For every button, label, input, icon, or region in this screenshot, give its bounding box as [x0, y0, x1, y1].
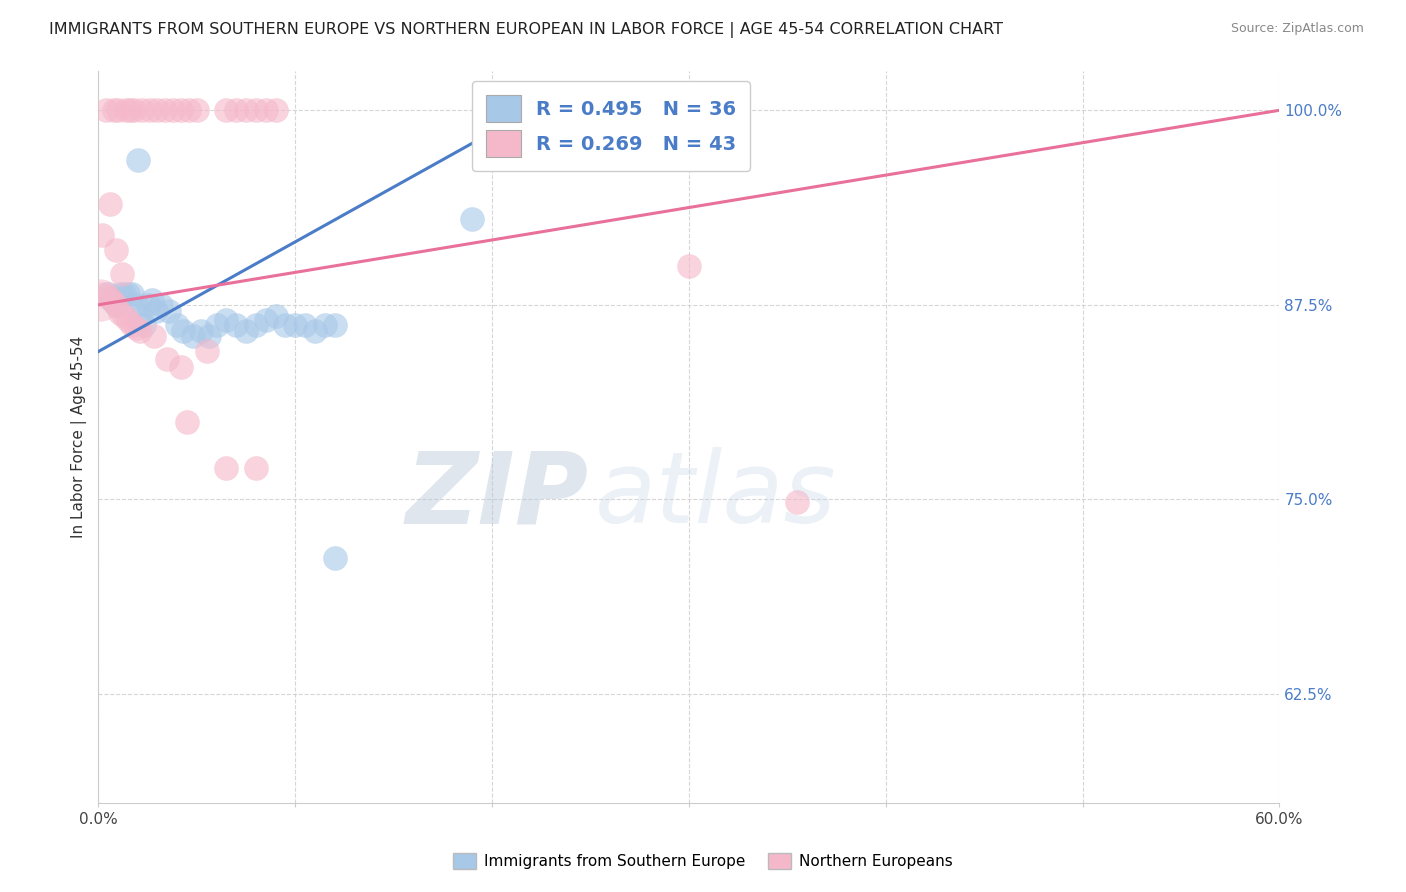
- Point: [141, 293, 163, 307]
- Point: [91, 227, 114, 242]
- Point: [121, 318, 143, 332]
- Point: [145, 304, 167, 318]
- Point: [112, 309, 135, 323]
- Point: [146, 103, 169, 118]
- Point: [117, 286, 139, 301]
- Point: [108, 286, 131, 301]
- Point: [170, 103, 193, 118]
- Point: [96, 103, 118, 118]
- Point: [128, 309, 150, 323]
- Legend: Immigrants from Southern Europe, Northern Europeans: Immigrants from Southern Europe, Norther…: [447, 847, 959, 875]
- Point: [150, 298, 173, 312]
- Point: [274, 318, 297, 332]
- Point: [323, 551, 346, 566]
- Point: [142, 329, 165, 343]
- Point: [190, 324, 212, 338]
- Point: [111, 267, 134, 281]
- Point: [186, 103, 208, 118]
- Point: [112, 286, 135, 301]
- Point: [117, 313, 139, 327]
- Point: [264, 103, 287, 118]
- Point: [225, 103, 247, 118]
- Point: [118, 103, 141, 118]
- Point: [245, 461, 267, 475]
- Point: [235, 103, 257, 118]
- Point: [215, 103, 238, 118]
- Point: [157, 304, 180, 318]
- Point: [103, 103, 125, 118]
- Point: [97, 286, 120, 301]
- Point: [177, 103, 200, 118]
- Point: [122, 103, 145, 118]
- Point: [115, 103, 138, 118]
- Point: [264, 309, 287, 323]
- Point: [131, 103, 153, 118]
- Point: [97, 290, 120, 304]
- Point: [156, 352, 179, 367]
- Point: [162, 103, 184, 118]
- Point: [138, 103, 160, 118]
- Point: [125, 321, 148, 335]
- Point: [254, 103, 277, 118]
- Text: Source: ZipAtlas.com: Source: ZipAtlas.com: [1230, 22, 1364, 36]
- Point: [254, 313, 277, 327]
- Point: [89, 293, 111, 307]
- Y-axis label: In Labor Force | Age 45-54: In Labor Force | Age 45-54: [72, 336, 87, 538]
- Legend: R = 0.495   N = 36, R = 0.269   N = 43: R = 0.495 N = 36, R = 0.269 N = 43: [472, 81, 749, 171]
- Point: [107, 103, 129, 118]
- Point: [93, 286, 115, 301]
- Point: [284, 318, 307, 332]
- Point: [461, 212, 484, 227]
- Point: [121, 286, 143, 301]
- Point: [678, 259, 700, 273]
- Point: [166, 318, 188, 332]
- Point: [101, 293, 124, 307]
- Point: [314, 318, 336, 332]
- Point: [125, 298, 148, 312]
- Point: [108, 305, 131, 319]
- Text: IMMIGRANTS FROM SOUTHERN EUROPE VS NORTHERN EUROPEAN IN LABOR FORCE | AGE 45-54 : IMMIGRANTS FROM SOUTHERN EUROPE VS NORTH…: [49, 22, 1004, 38]
- Point: [155, 103, 177, 118]
- Point: [132, 318, 155, 332]
- Point: [170, 359, 193, 374]
- Point: [786, 495, 808, 509]
- Point: [235, 324, 257, 338]
- Point: [304, 324, 326, 338]
- Text: ZIP: ZIP: [405, 447, 589, 544]
- Point: [197, 329, 219, 343]
- Point: [195, 344, 218, 359]
- Point: [105, 298, 128, 312]
- Point: [181, 329, 204, 343]
- Point: [245, 103, 267, 118]
- Point: [294, 318, 316, 332]
- Point: [98, 196, 121, 211]
- Point: [172, 324, 194, 338]
- Point: [101, 293, 124, 307]
- Text: atlas: atlas: [595, 447, 837, 544]
- Point: [127, 153, 149, 167]
- Point: [136, 298, 159, 312]
- Point: [128, 324, 150, 338]
- Point: [215, 461, 238, 475]
- Point: [105, 244, 128, 258]
- Point: [215, 313, 238, 327]
- Point: [176, 415, 198, 429]
- Point: [225, 318, 247, 332]
- Point: [323, 318, 346, 332]
- Point: [245, 318, 267, 332]
- Point: [205, 318, 228, 332]
- Point: [105, 298, 128, 312]
